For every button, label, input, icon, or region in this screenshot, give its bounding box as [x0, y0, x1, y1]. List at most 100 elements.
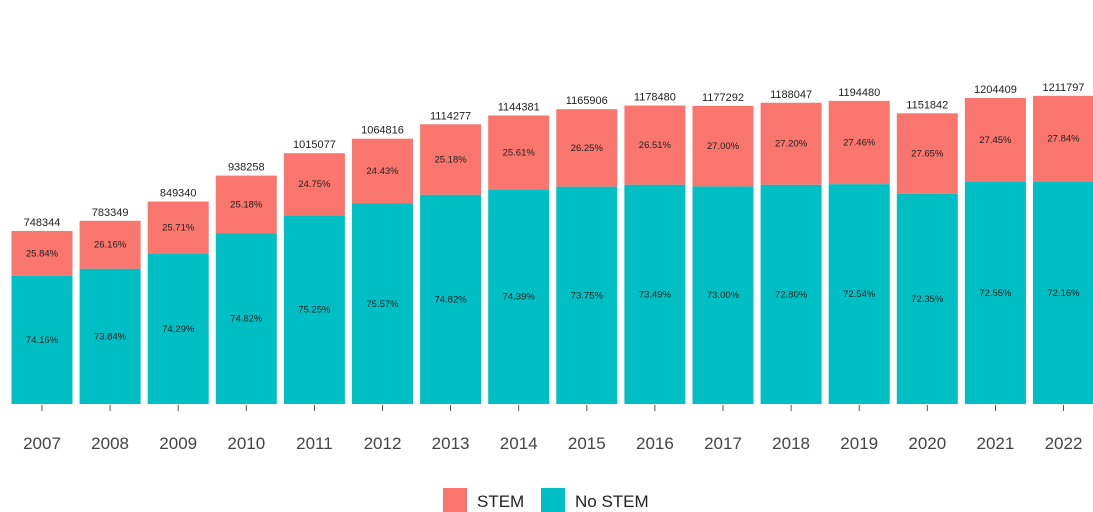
label-stem-2011: 24.75% — [298, 179, 331, 190]
label-no-stem-2020: 72.35% — [911, 294, 944, 305]
label-total-2019: 1194480 — [838, 87, 880, 99]
label-stem-2021: 27.45% — [979, 135, 1012, 146]
x-tick-label-2017: 2017 — [704, 434, 742, 453]
label-no-stem-2015: 73.75% — [571, 290, 604, 301]
label-no-stem-2012: 75.57% — [366, 299, 399, 310]
label-stem-2019: 27.46% — [843, 138, 876, 149]
legend-label-no-stem: No STEM — [575, 492, 649, 511]
label-no-stem-2009: 74.29% — [162, 324, 195, 335]
label-no-stem-2019: 72.54% — [843, 289, 876, 300]
bar-no-stem-2008 — [79, 268, 141, 404]
bar-stem-2010 — [215, 175, 277, 234]
x-tick-label-2018: 2018 — [772, 434, 810, 453]
label-total-2007: 748344 — [24, 217, 61, 229]
x-tick-label-2007: 2007 — [23, 434, 61, 453]
x-tick-label-2015: 2015 — [568, 434, 606, 453]
label-total-2009: 849340 — [160, 188, 197, 200]
bar-stem-2022 — [1033, 95, 1093, 182]
label-total-2012: 1064816 — [361, 125, 404, 137]
bar-stem-2015 — [556, 109, 618, 187]
label-stem-2016: 26.51% — [639, 140, 672, 151]
label-total-2010: 938258 — [228, 162, 265, 174]
label-no-stem-2010: 74.82% — [230, 314, 263, 325]
x-tick-label-2021: 2021 — [976, 434, 1014, 453]
label-no-stem-2018: 72.80% — [775, 289, 808, 300]
label-stem-2014: 25.61% — [503, 147, 536, 158]
x-tick-label-2020: 2020 — [908, 434, 946, 453]
label-stem-2008: 26.16% — [94, 240, 127, 251]
bar-stem-2020 — [896, 113, 958, 194]
bar-stem-2018 — [760, 102, 822, 185]
label-no-stem-2014: 74.39% — [503, 292, 536, 303]
label-total-2017: 1177292 — [702, 92, 744, 104]
label-stem-2017: 27.00% — [707, 141, 740, 152]
bar-stem-2019 — [828, 100, 890, 185]
bar-no-stem-2022 — [1033, 181, 1093, 404]
bar-no-stem-2010 — [215, 233, 277, 404]
label-stem-2007: 25.84% — [26, 248, 59, 259]
x-tick-label-2013: 2013 — [432, 434, 470, 453]
bar-stem-2008 — [79, 220, 141, 269]
label-stem-2010: 25.18% — [230, 199, 263, 210]
legend: STEM No STEM — [443, 488, 649, 512]
legend-swatch-stem — [443, 488, 467, 512]
x-tick-label-2009: 2009 — [159, 434, 197, 453]
x-tick-label-2011: 2011 — [296, 434, 333, 453]
bar-no-stem-2012 — [352, 203, 413, 404]
label-stem-2022: 27.84% — [1047, 134, 1080, 145]
bar-stem-2021 — [964, 97, 1026, 182]
bar-stem-2012 — [352, 138, 413, 204]
label-no-stem-2011: 75.25% — [298, 305, 331, 316]
x-tick-label-2019: 2019 — [840, 434, 878, 453]
label-stem-2020: 27.65% — [911, 149, 944, 160]
label-no-stem-2017: 73.00% — [707, 290, 740, 301]
x-tick-label-2012: 2012 — [364, 434, 402, 453]
label-no-stem-2022: 72.16% — [1047, 288, 1080, 299]
bar-stem-2016 — [624, 105, 686, 185]
label-no-stem-2007: 74.16% — [26, 335, 59, 346]
label-stem-2013: 25.18% — [434, 154, 467, 165]
label-no-stem-2008: 73.84% — [94, 331, 127, 342]
label-stem-2018: 27.20% — [775, 139, 808, 150]
legend-label-stem: STEM — [477, 492, 524, 511]
bar-no-stem-2007 — [11, 275, 73, 404]
bar-no-stem-2014 — [488, 189, 550, 404]
label-no-stem-2021: 72.55% — [979, 288, 1012, 299]
bar-stem-2011 — [283, 153, 345, 216]
bar-no-stem-2013 — [420, 194, 482, 404]
label-total-2015: 1165906 — [566, 95, 608, 107]
label-stem-2015: 26.25% — [571, 143, 604, 154]
x-tick-label-2008: 2008 — [91, 434, 129, 453]
label-total-2013: 1114277 — [430, 110, 471, 122]
label-total-2018: 1188047 — [770, 89, 812, 101]
bars-group: 74.16% 25.84% 748344 73.84% 26.16% 783349 74.2… — [11, 82, 1093, 404]
bar-no-stem-2009 — [147, 253, 209, 404]
bar-stem-2013 — [420, 124, 482, 195]
x-tick-label-2022: 2022 — [1045, 434, 1083, 453]
bar-no-stem-2018 — [760, 184, 822, 404]
label-no-stem-2013: 74.82% — [434, 294, 467, 305]
bar-stem-2017 — [692, 105, 754, 187]
bar-no-stem-2015 — [556, 186, 618, 404]
x-tick-label-2016: 2016 — [636, 434, 674, 453]
bar-no-stem-2020 — [896, 193, 958, 404]
bar-no-stem-2021 — [964, 181, 1026, 404]
bar-no-stem-2019 — [828, 184, 890, 404]
bar-stem-2007 — [11, 230, 73, 276]
label-total-2008: 783349 — [92, 207, 129, 219]
label-total-2021: 1204409 — [974, 84, 1017, 96]
label-stem-2012: 24.43% — [366, 166, 399, 177]
legend-swatch-no-stem — [541, 488, 565, 512]
bar-stem-2009 — [147, 201, 209, 254]
bar-no-stem-2017 — [692, 186, 754, 404]
x-tick-label-2014: 2014 — [500, 434, 538, 453]
bar-stem-2014 — [488, 115, 550, 190]
bar-no-stem-2016 — [624, 184, 686, 404]
label-no-stem-2016: 73.49% — [639, 289, 672, 300]
label-total-2020: 1151842 — [906, 99, 948, 111]
label-total-2011: 1015077 — [293, 139, 336, 151]
label-total-2014: 1144381 — [498, 101, 540, 113]
label-stem-2009: 25.71% — [162, 223, 195, 234]
bar-no-stem-2011 — [283, 215, 345, 404]
